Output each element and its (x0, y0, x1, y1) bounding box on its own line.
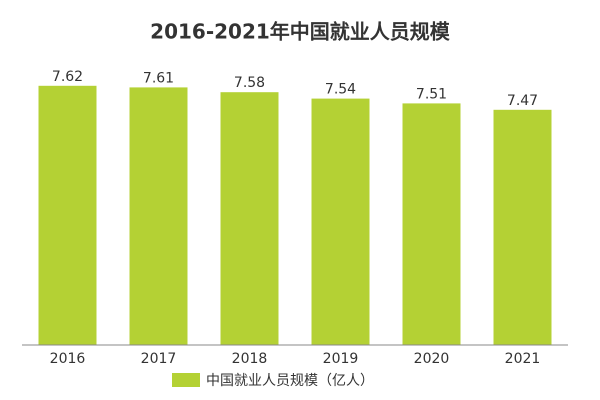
value-label: 7.58 (234, 75, 265, 91)
legend-swatch (172, 373, 200, 387)
value-label: 7.54 (325, 82, 356, 98)
bar (38, 85, 97, 346)
x-tick-label: 2020 (414, 351, 450, 367)
bar (311, 98, 370, 345)
value-label: 7.62 (52, 69, 83, 85)
legend-label: 中国就业人员规模（亿人） (206, 373, 374, 389)
chart-title: 2016-2021年中国就业人员规模 (150, 20, 451, 44)
x-tick-label: 2018 (232, 351, 268, 367)
bar (129, 87, 188, 346)
value-label: 7.51 (416, 86, 447, 102)
x-tick-label: 2019 (323, 351, 359, 367)
x-tick-label: 2017 (141, 351, 177, 367)
x-tick-label: 2016 (50, 351, 86, 367)
bar (493, 109, 552, 345)
value-label: 7.61 (143, 70, 174, 86)
bar (220, 92, 279, 345)
x-tick-label: 2021 (505, 351, 541, 367)
value-label: 7.47 (507, 93, 538, 109)
bar (402, 103, 461, 346)
